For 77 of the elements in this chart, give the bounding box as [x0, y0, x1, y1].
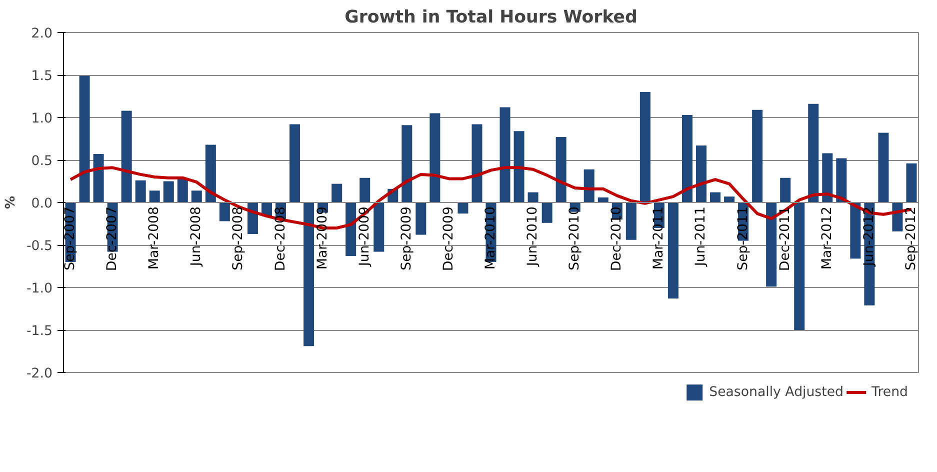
bar — [822, 153, 833, 202]
bar — [416, 202, 426, 235]
legend-label: Trend — [872, 384, 908, 400]
bar — [304, 202, 314, 346]
x-tick-label: Sep-2011 — [736, 206, 751, 270]
bar — [430, 113, 440, 202]
y-tick-label: -0.5 — [26, 239, 53, 254]
bar — [290, 124, 300, 202]
bar — [163, 181, 174, 202]
bar — [808, 104, 819, 202]
bar — [794, 202, 805, 330]
bar — [682, 114, 692, 202]
x-tick-label: Mar-2012 — [820, 206, 835, 270]
x-tick-label: Dec-2009 — [441, 206, 456, 272]
x-tick-label: Jun-2012 — [862, 206, 877, 268]
bar — [191, 190, 202, 202]
bar — [374, 202, 384, 252]
bar — [402, 125, 412, 202]
x-tick-label: Dec-2008 — [273, 206, 288, 272]
bar — [752, 110, 763, 202]
bar — [542, 202, 552, 223]
x-tick-label: Jun-2008 — [189, 206, 204, 268]
x-tick-label: Mar-2009 — [315, 206, 330, 270]
legend-label: Seasonally Adjusted — [709, 384, 844, 400]
bar — [135, 180, 146, 202]
bar — [556, 137, 566, 202]
x-tick-label: Sep-2012 — [904, 206, 919, 270]
bar — [626, 202, 636, 240]
bar — [836, 158, 847, 202]
y-tick-label: -1.5 — [26, 324, 53, 339]
x-tick-label: Jun-2010 — [526, 206, 541, 268]
bar — [346, 202, 356, 256]
bar — [149, 190, 160, 202]
bar — [79, 76, 90, 202]
bar — [696, 146, 706, 202]
bar — [878, 132, 889, 202]
bar — [332, 184, 342, 202]
x-tick-label: Jun-2011 — [694, 206, 709, 268]
bar — [458, 202, 468, 214]
bar — [472, 124, 482, 202]
x-tick-label: Mar-2010 — [484, 206, 498, 270]
y-tick-label: 1.5 — [31, 69, 53, 84]
x-tick-label: Sep-2009 — [399, 206, 414, 270]
y-tick-label: -1.0 — [26, 282, 53, 296]
x-tick-label: Dec-2011 — [778, 206, 793, 272]
bar — [514, 131, 524, 202]
bar — [360, 178, 370, 202]
bar — [640, 92, 650, 202]
x-tick-label: Dec-2007 — [105, 206, 120, 272]
y-tick-label: 0.0 — [31, 196, 53, 212]
x-tick-label: Mar-2011 — [652, 206, 667, 270]
x-tick-label: Sep-2010 — [568, 206, 583, 270]
y-axis-title: % — [3, 196, 18, 210]
x-tick-label: Sep-2008 — [231, 206, 246, 270]
bar — [205, 144, 216, 202]
bar — [906, 163, 917, 202]
x-tick-label: Dec-2010 — [610, 206, 625, 272]
y-tick-label: 0.5 — [31, 154, 53, 169]
bar — [121, 110, 132, 202]
bar — [668, 202, 678, 299]
bar — [724, 196, 735, 202]
bar — [780, 178, 791, 202]
x-tick-label: Sep-2007 — [63, 206, 78, 270]
chart-title: Growth in Total Hours Worked — [344, 8, 638, 28]
x-tick-label: Mar-2008 — [147, 206, 162, 270]
bar — [710, 192, 721, 202]
bar — [766, 202, 777, 287]
bar — [850, 202, 861, 259]
bar — [177, 178, 188, 202]
y-tick-label: -2.0 — [26, 366, 53, 382]
bar — [219, 202, 230, 222]
x-tick-label: Jun-2009 — [357, 206, 372, 268]
bar — [500, 107, 510, 202]
bar — [528, 192, 538, 202]
y-tick-label: 2.0 — [31, 26, 53, 42]
y-tick-label: 1.0 — [31, 112, 53, 126]
bar — [93, 154, 104, 202]
